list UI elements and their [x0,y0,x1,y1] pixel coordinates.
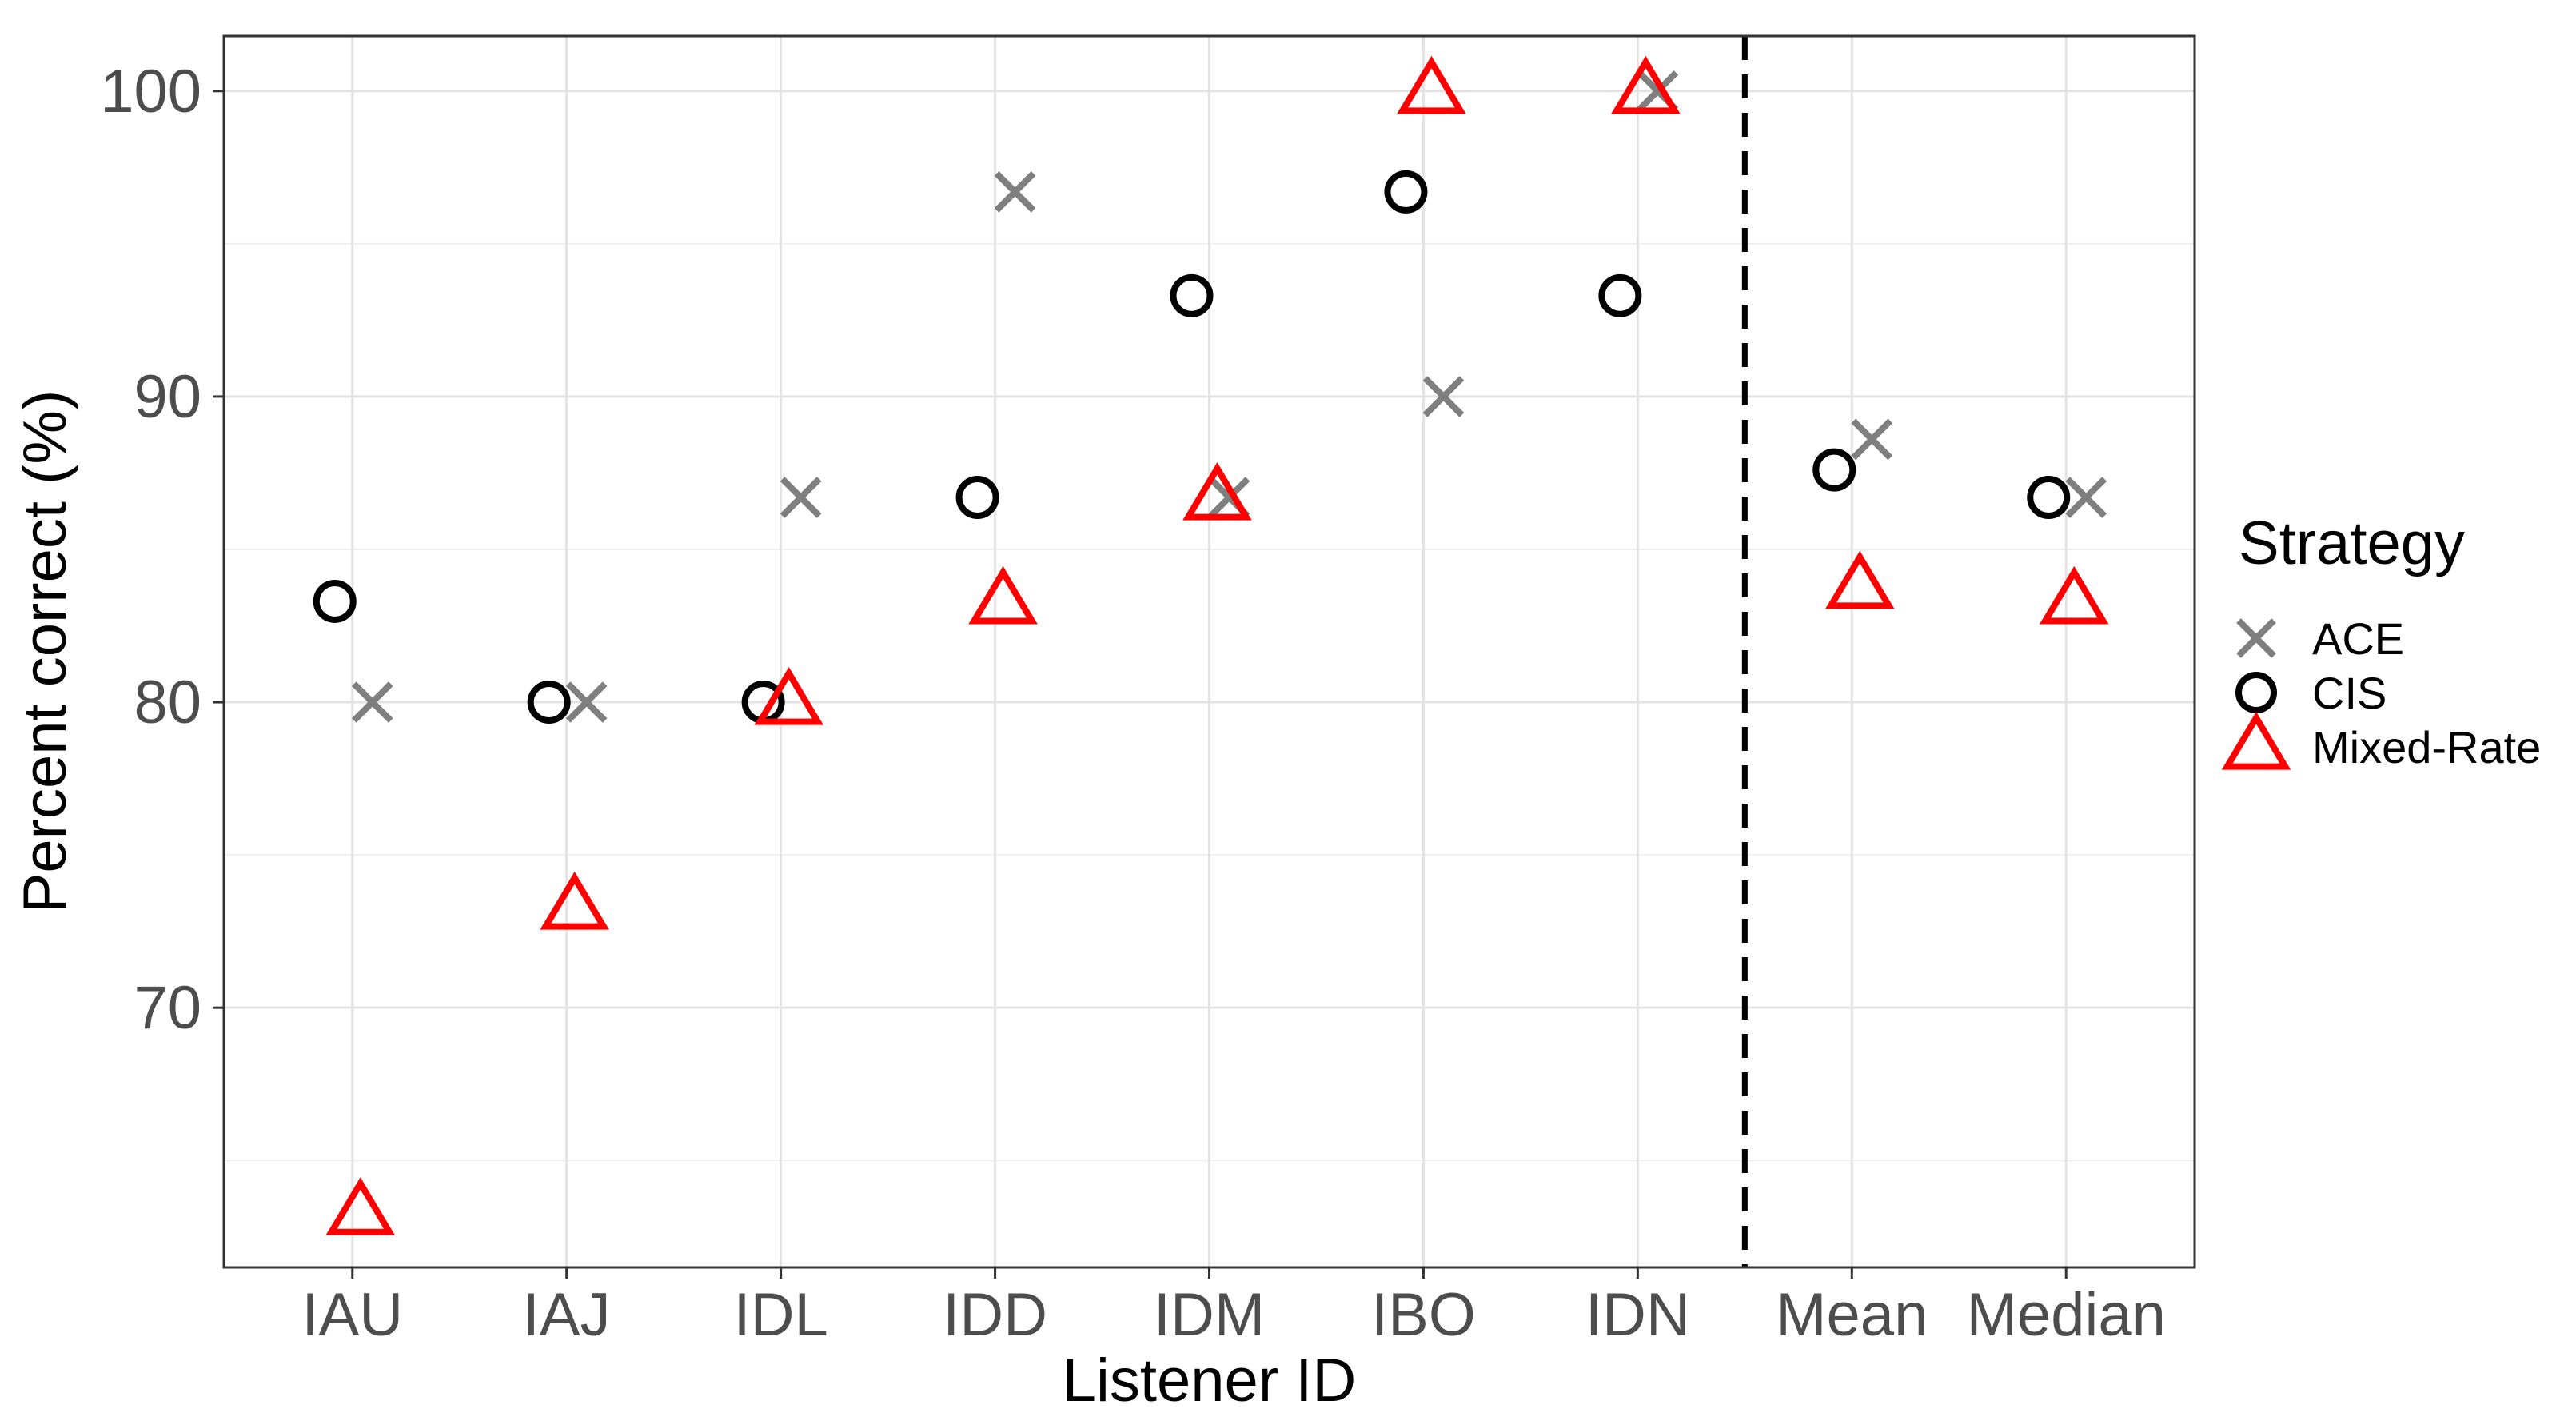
y-tick-label: 80 [134,669,201,736]
point-circle [1598,273,1642,317]
point-x-stroke [1208,477,1250,518]
y-tick-label: 70 [134,974,201,1042]
point-x-stroke [1637,70,1679,112]
x-tick-label: IBO [1371,1281,1476,1349]
point-triangle [754,666,823,725]
point-circle [527,681,571,724]
data-points [313,55,2109,1235]
legend-label: ACE [2312,613,2404,664]
x-axis-title: Listener ID [1063,1347,1357,1415]
point-x [2065,477,2107,518]
x-tick-label: IDD [943,1281,1047,1349]
point-x [1422,376,1465,417]
point-x-stroke [994,171,1036,213]
y-tick-label: 100 [100,58,201,126]
legend-label: Mixed-Rate [2312,722,2541,772]
y-tick-label: 90 [134,363,201,431]
point-triangle [1824,550,1895,609]
point-x-stroke [565,681,608,723]
point-x-stroke [1422,376,1465,417]
x-tick-label: Median [1967,1281,2166,1349]
legend-title: Strategy [2239,509,2465,577]
point-x [351,681,393,723]
point-x-stroke [780,477,822,518]
point-x [565,681,608,723]
point-x [994,171,1036,213]
x-tick-label: IAJ [523,1281,611,1349]
point-x-stroke [2065,477,2107,518]
legend-key-triangle [2221,711,2291,770]
point-x-stroke [351,681,393,723]
point-triangle [1611,55,1681,114]
x-tick-label: IAU [301,1281,403,1349]
legend-label: CIS [2312,668,2387,718]
grid-lines [224,36,2195,1267]
x-tick-label: Mean [1776,1281,1928,1349]
plot-panel [222,34,2196,1269]
point-circle [955,476,999,520]
point-x [1851,418,1893,461]
point-triangle [540,872,610,930]
legend-key-x [2236,618,2276,658]
legend-key-circle [2235,672,2277,713]
point-triangle [968,565,1038,625]
point-x-stroke [1851,418,1893,461]
legend-key-x-stroke [2236,618,2276,658]
x-tick-label: IDN [1585,1281,1690,1349]
point-triangle [2039,565,2109,625]
point-circle [1384,170,1428,214]
x-tick-label: IDM [1154,1281,1265,1349]
point-circle [2027,476,2071,520]
axis-ticks [213,90,2068,1279]
y-axis-title: Percent correct (%) [11,390,79,914]
point-triangle [1182,461,1252,521]
point-triangle [1397,55,1466,114]
x-tick-label: IDL [733,1281,827,1349]
point-circle [1812,448,1856,492]
y-tick-labels: 70 80 90 100 [100,58,201,1042]
point-circle [313,579,357,623]
x-tick-labels: IAU IAJ IDL IDD IDM IBO IDN Mean Median [301,1281,2165,1349]
point-x [780,477,822,518]
point-triangle [325,1177,396,1235]
point-circle [1170,273,1214,317]
